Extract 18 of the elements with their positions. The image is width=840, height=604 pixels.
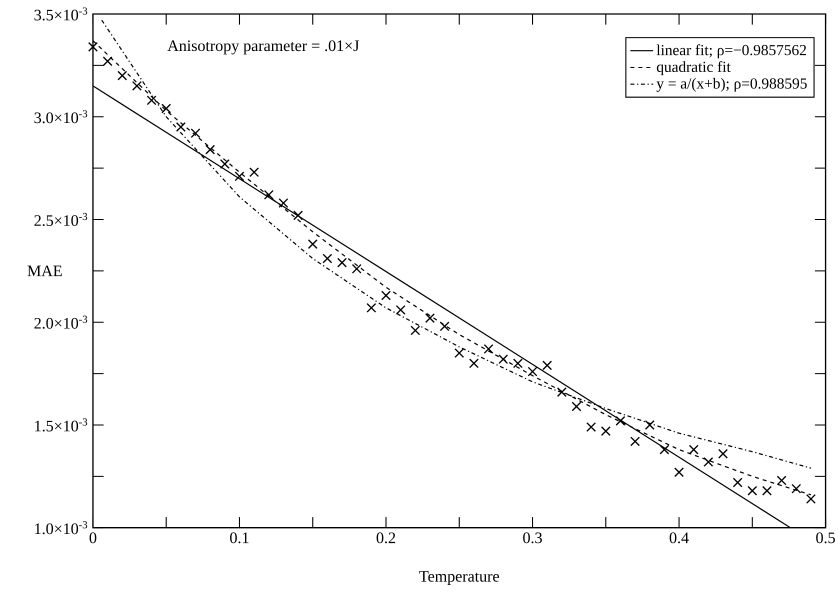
y-tick-label: 2.5×10$^{-3}$: [34, 213, 88, 226]
annotation: Anisotropy parameter = .01×J: [167, 40, 360, 55]
x-tick-label: 0.3: [523, 532, 542, 544]
x-tick-label: 0.4: [670, 532, 689, 544]
y-tick-label: 1.5×10$^{-3}$: [35, 418, 88, 432]
legend-label: linear fit; ρ=−0.9857562: [656, 44, 806, 59]
x-tick-label: 0: [90, 532, 96, 544]
y-axis-title: MAE: [28, 266, 62, 276]
x-tick-label: 0.5: [816, 532, 835, 544]
y-tick-label: 3.5×10$^{-3}$: [34, 8, 88, 21]
x-axis-title: Temperature: [419, 571, 500, 586]
x-tick-label: 0.2: [376, 532, 396, 544]
x-tick-label: 0.1: [230, 532, 249, 544]
legend-label: quadratic fit: [656, 61, 731, 76]
legend-label: y = a/(x+b); ρ=0.988595: [656, 78, 807, 92]
y-tick-label: 1.0×10$^{-3}$: [35, 521, 88, 534]
y-tick-label: 2.0×10$^{-3}$: [34, 316, 88, 329]
y-tick-label: 3.0×10$^{-3}$: [34, 110, 88, 124]
